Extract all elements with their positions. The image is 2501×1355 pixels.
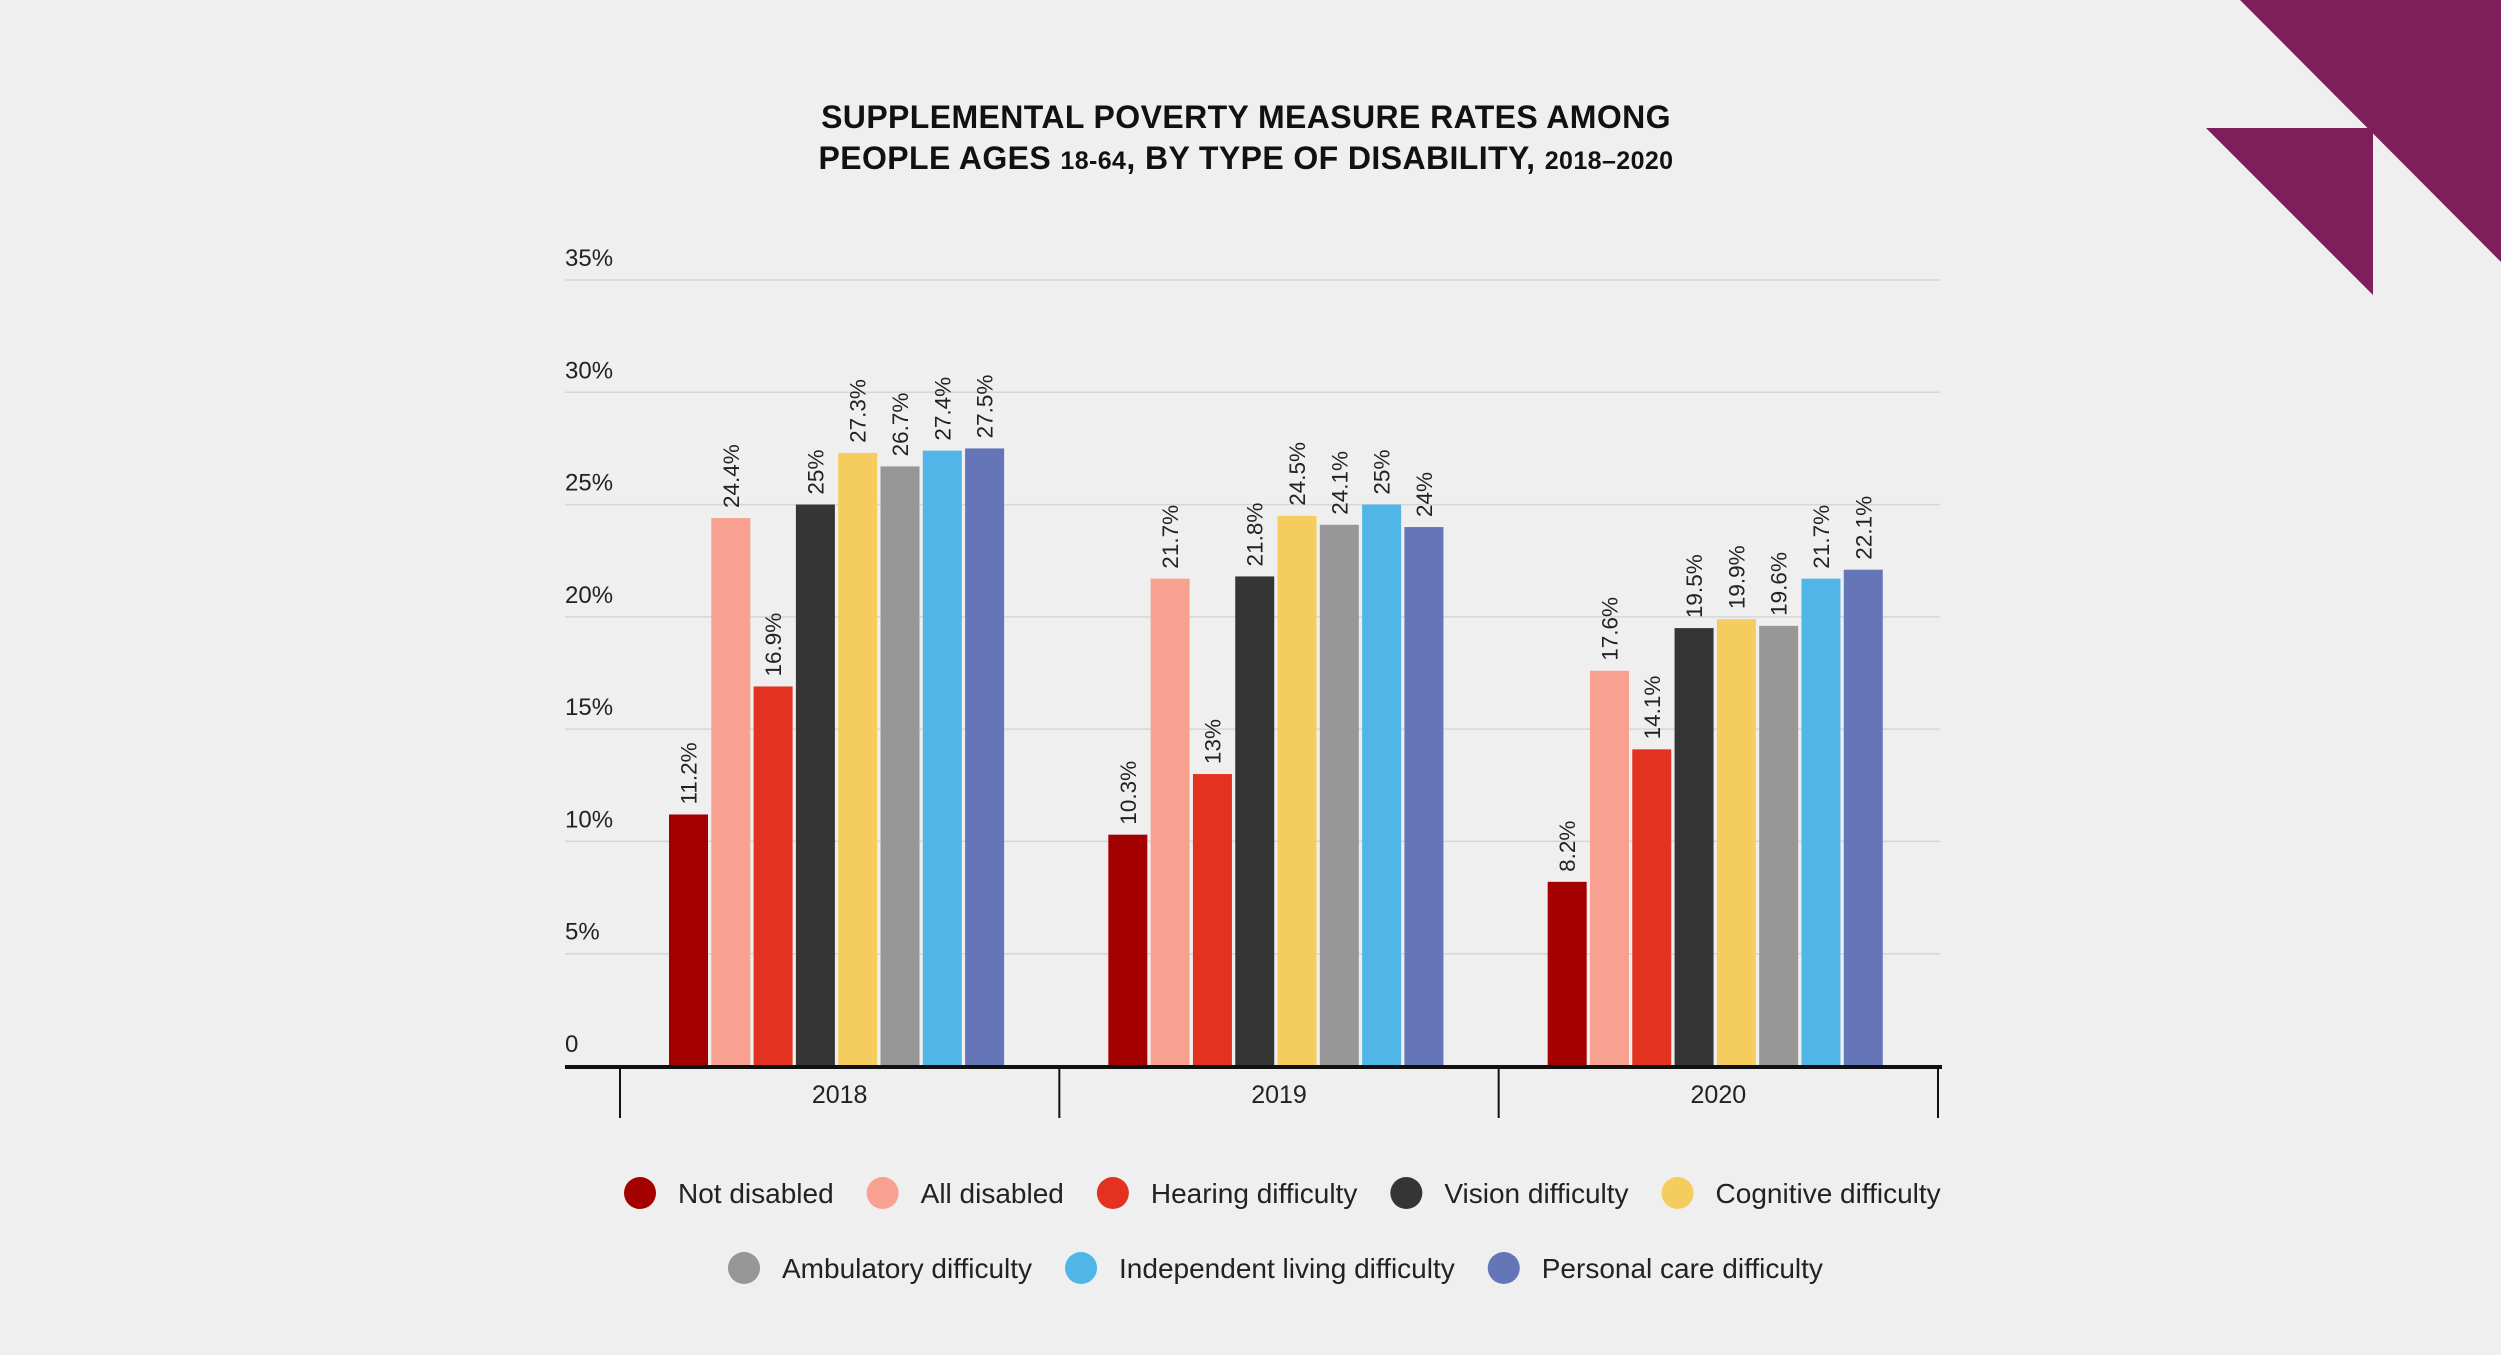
- legend-item: Not disabled: [624, 1177, 834, 1209]
- legend-swatch: [1096, 1177, 1129, 1209]
- data-label: 27.3%: [846, 379, 871, 443]
- data-label: 24%: [1412, 472, 1437, 517]
- data-label: 8.2%: [1555, 821, 1580, 872]
- bar: [795, 504, 835, 1067]
- legend-label: Not disabled: [678, 1178, 834, 1209]
- legend-swatch: [1661, 1177, 1694, 1209]
- data-label: 19.9%: [1724, 545, 1749, 609]
- data-label: 24.1%: [1327, 451, 1352, 515]
- bar: [1716, 619, 1756, 1066]
- legend-item: Cognitive difficulty: [1661, 1177, 1941, 1209]
- bar: [669, 814, 708, 1066]
- x-category-label: 2019: [1251, 1081, 1307, 1109]
- legend-label: Ambulatory difficulty: [782, 1253, 1032, 1284]
- title-line-2-main: PEOPLE AGES: [819, 140, 1052, 176]
- bar: [1192, 774, 1232, 1066]
- legend-label: All disabled: [921, 1178, 1064, 1209]
- corner-triangle-small: [2206, 128, 2373, 295]
- title-line-2-mid: , BY TYPE OF DISABILITY,: [1126, 140, 1535, 176]
- bar: [1589, 670, 1629, 1066]
- legend-label: Personal care difficulty: [1542, 1253, 1823, 1284]
- y-tick-label: 15%: [565, 694, 613, 721]
- data-label: 17.6%: [1597, 597, 1622, 661]
- title-line-2-years: 2018–2020: [1545, 147, 1674, 175]
- bar: [1150, 578, 1190, 1066]
- legend-item: All disabled: [866, 1177, 1064, 1209]
- bar: [1632, 749, 1672, 1066]
- y-axis-tick-labels: 0 5% 10% 15% 20% 25% 30% 35%: [565, 245, 613, 1058]
- data-label: 21.7%: [1809, 505, 1834, 569]
- y-tick-label: 30%: [565, 357, 613, 384]
- legend-item: Independent living difficulty: [1065, 1252, 1455, 1284]
- bar: [1404, 527, 1444, 1066]
- bar: [838, 452, 878, 1066]
- bar: [1674, 628, 1714, 1066]
- legend-label: Vision difficulty: [1444, 1178, 1628, 1209]
- y-tick-label: 20%: [565, 582, 613, 609]
- chart-title-line-1: SUPPLEMENTAL POVERTY MEASURE RATES AMONG: [821, 99, 1671, 135]
- legend-swatch: [728, 1252, 760, 1284]
- data-label: 27.4%: [930, 377, 955, 441]
- data-label: 25%: [1370, 450, 1395, 495]
- bar: [1759, 625, 1799, 1066]
- bar: [1319, 524, 1359, 1066]
- data-label: 10.3%: [1116, 761, 1141, 825]
- legend-item: Ambulatory difficulty: [728, 1252, 1032, 1284]
- data-label: 24.5%: [1285, 442, 1310, 506]
- data-label: 14.1%: [1640, 676, 1665, 740]
- data-label: 22.1%: [1851, 496, 1876, 560]
- bar: [1108, 834, 1148, 1066]
- data-label: 11.2%: [677, 742, 702, 804]
- bar: [965, 448, 1005, 1066]
- data-label: 19.6%: [1767, 552, 1792, 616]
- bar: [922, 450, 962, 1066]
- data-label: 21.8%: [1243, 503, 1268, 567]
- data-labels: 11.2% 24.4% 16.9% 25% 27.3% 26.7% 27.4% 27.5% 10…: [677, 375, 1877, 872]
- chart-title-line-2: PEOPLE AGES 18-64, BY TYPE OF DISABILITY…: [819, 140, 1674, 176]
- bar: [1801, 578, 1841, 1066]
- bar: [880, 466, 920, 1066]
- bar: [711, 518, 751, 1066]
- legend-item: Vision difficulty: [1390, 1177, 1629, 1209]
- legend-label: Hearing difficulty: [1151, 1178, 1357, 1209]
- legend-item: Personal care difficulty: [1487, 1252, 1823, 1284]
- legend-swatch: [1390, 1177, 1423, 1209]
- legend-label: Independent living difficulty: [1119, 1253, 1455, 1284]
- y-tick-label: 35%: [565, 245, 613, 272]
- x-category-label: 2020: [1691, 1081, 1747, 1109]
- legend-swatch: [624, 1177, 656, 1209]
- data-label: 25%: [803, 450, 828, 495]
- y-tick-label: 10%: [565, 806, 613, 833]
- bar: [1843, 569, 1883, 1066]
- bar: [1235, 576, 1275, 1066]
- bars: [669, 448, 1883, 1067]
- legend-swatch: [1065, 1252, 1098, 1284]
- y-tick-label: 5%: [565, 919, 600, 946]
- data-label: 16.9%: [761, 613, 786, 677]
- bar: [1277, 515, 1317, 1066]
- y-tick-label: 25%: [565, 470, 613, 497]
- data-label: 19.5%: [1682, 554, 1707, 618]
- data-label: 27.5%: [973, 375, 998, 439]
- title-line-2-ages: 18-64: [1060, 147, 1126, 175]
- data-label: 13%: [1200, 719, 1225, 764]
- data-label: 26.7%: [888, 393, 913, 457]
- y-tick-label: 0: [565, 1031, 578, 1058]
- bar: [1362, 504, 1402, 1067]
- data-label: 24.4%: [719, 444, 744, 508]
- x-category-label: 2018: [812, 1081, 868, 1109]
- legend-swatch: [866, 1177, 899, 1209]
- data-label: 21.7%: [1158, 505, 1183, 569]
- legend-swatch: [1487, 1252, 1520, 1284]
- bar: [1547, 881, 1587, 1066]
- legend: Not disabled All disabled Hearing difficul…: [624, 1177, 1941, 1284]
- bar: [753, 686, 793, 1066]
- x-axis: 2018 2019 2020: [565, 1065, 1942, 1118]
- legend-item: Hearing difficulty: [1096, 1177, 1357, 1209]
- legend-label: Cognitive difficulty: [1716, 1178, 1941, 1209]
